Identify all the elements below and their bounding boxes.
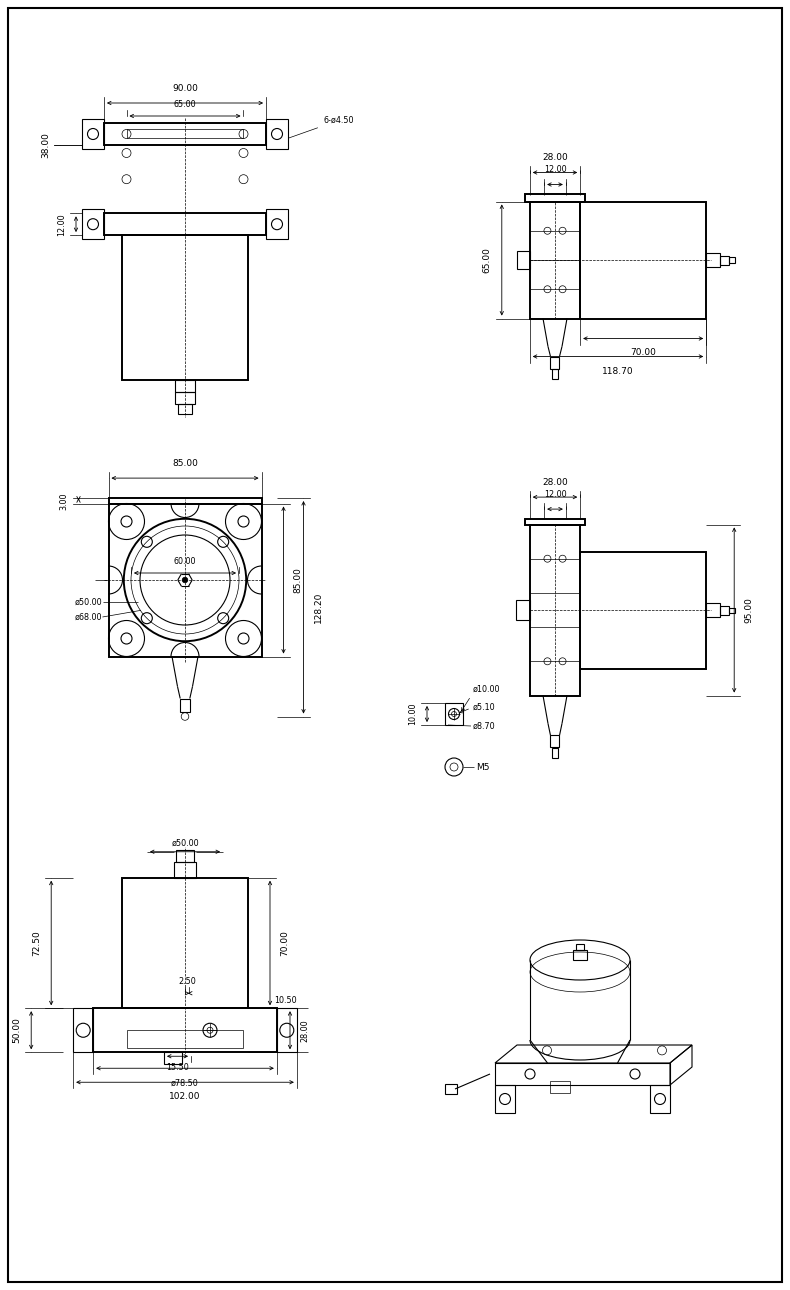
Text: 60.00: 60.00 — [174, 557, 196, 566]
Bar — [122, 877, 248, 1009]
Bar — [93, 1009, 276, 1053]
Text: 65.00: 65.00 — [483, 248, 492, 273]
Text: ø10.00: ø10.00 — [473, 685, 501, 694]
Bar — [530, 201, 580, 319]
Text: 10.00: 10.00 — [408, 703, 417, 725]
Bar — [108, 498, 261, 503]
Bar — [445, 703, 463, 725]
Bar — [552, 747, 558, 757]
Text: ø68.00: ø68.00 — [75, 613, 103, 622]
Text: 12.00: 12.00 — [544, 490, 566, 499]
Bar — [573, 949, 587, 960]
Bar — [495, 1085, 515, 1113]
Text: 102.00: 102.00 — [169, 1093, 201, 1102]
Bar — [551, 356, 559, 369]
Bar — [720, 605, 729, 614]
Bar — [525, 195, 585, 201]
Bar — [175, 392, 195, 404]
Bar — [126, 129, 243, 138]
Text: ø5.10: ø5.10 — [473, 703, 495, 712]
Text: 12.00: 12.00 — [57, 213, 66, 236]
Bar — [729, 258, 735, 262]
Bar — [266, 119, 288, 150]
Bar — [108, 503, 261, 657]
Bar — [445, 1084, 457, 1094]
Text: 70.00: 70.00 — [630, 348, 656, 357]
Bar — [176, 850, 194, 862]
Text: 28.00: 28.00 — [542, 154, 568, 163]
Text: 128.20: 128.20 — [314, 592, 322, 623]
Text: 65.00: 65.00 — [174, 101, 196, 108]
Bar — [82, 119, 104, 150]
Bar — [127, 1031, 243, 1049]
Text: ø50.00: ø50.00 — [171, 838, 199, 848]
Text: 2.50: 2.50 — [179, 978, 196, 987]
Bar — [650, 1085, 670, 1113]
Bar — [580, 552, 706, 668]
Text: 28.00: 28.00 — [542, 479, 568, 488]
Bar — [516, 600, 530, 620]
Bar — [82, 209, 104, 239]
Bar — [180, 698, 190, 712]
Bar — [525, 519, 585, 525]
Text: 85.00: 85.00 — [172, 459, 198, 468]
Text: 70.00: 70.00 — [280, 930, 289, 956]
Text: ø50.00: ø50.00 — [75, 597, 103, 606]
Text: 50.00: 50.00 — [12, 1018, 21, 1044]
Text: 12.00: 12.00 — [544, 165, 566, 174]
Text: 118.70: 118.70 — [602, 366, 634, 375]
Text: 90.00: 90.00 — [172, 84, 198, 93]
Text: ø78.50: ø78.50 — [171, 1078, 199, 1087]
Bar — [530, 525, 580, 695]
Bar — [552, 369, 558, 378]
Text: 38.00: 38.00 — [41, 132, 50, 157]
Bar — [580, 201, 706, 319]
Bar — [178, 404, 192, 414]
Text: 28.00: 28.00 — [300, 1019, 309, 1041]
Text: 85.00: 85.00 — [294, 568, 303, 593]
Text: 10.50: 10.50 — [274, 996, 296, 1005]
Text: 3.00: 3.00 — [59, 491, 69, 510]
Bar — [104, 213, 266, 235]
Bar — [175, 381, 195, 392]
Bar — [550, 1081, 570, 1093]
Bar — [122, 235, 248, 381]
Bar — [729, 608, 735, 613]
Bar — [104, 123, 266, 144]
Text: 95.00: 95.00 — [744, 597, 753, 623]
Text: M5: M5 — [476, 762, 490, 771]
Bar — [706, 602, 720, 617]
Bar — [576, 944, 584, 949]
Bar — [706, 253, 720, 267]
Bar — [720, 255, 729, 264]
Bar — [551, 735, 559, 747]
Text: ø8.70: ø8.70 — [473, 721, 495, 730]
Bar — [517, 252, 530, 270]
Circle shape — [182, 577, 188, 583]
Bar — [266, 209, 288, 239]
Text: 15.50: 15.50 — [166, 1063, 189, 1072]
Bar — [276, 1009, 297, 1053]
Bar — [174, 862, 196, 877]
Text: 72.50: 72.50 — [32, 930, 41, 956]
Text: 6-ø4.50: 6-ø4.50 — [288, 116, 353, 138]
Bar — [495, 1063, 670, 1085]
Bar — [73, 1009, 93, 1053]
Bar — [164, 1053, 182, 1064]
